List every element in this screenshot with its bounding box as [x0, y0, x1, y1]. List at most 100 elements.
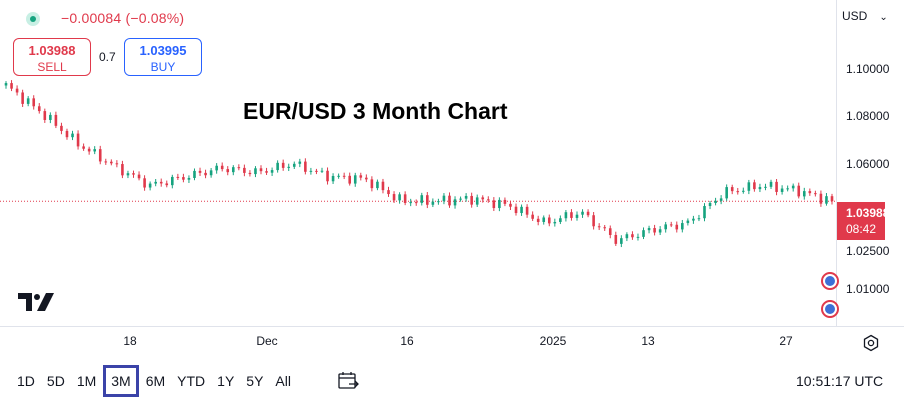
candle-body — [104, 161, 108, 163]
candle-body — [304, 161, 307, 172]
candle-body — [675, 224, 679, 230]
price-chart[interactable] — [0, 0, 836, 326]
candle-body — [653, 228, 656, 233]
candle-body — [442, 195, 446, 202]
price-tick: 1.01000 — [846, 282, 890, 296]
candle-body — [132, 173, 135, 175]
gear-icon[interactable] — [862, 334, 880, 352]
candle-body — [753, 182, 756, 190]
candle-body — [326, 170, 329, 182]
candle-body — [76, 133, 80, 147]
candle-body — [43, 111, 47, 120]
candle-body — [658, 229, 662, 233]
candle-body — [309, 170, 313, 172]
candle-body — [403, 194, 407, 203]
candle-body — [226, 169, 230, 173]
candle-body — [243, 167, 246, 173]
economic-event-flag-icon[interactable] — [821, 272, 839, 290]
bar-countdown: 08:42 — [846, 222, 877, 236]
candle-body — [93, 149, 96, 152]
candle-body — [498, 199, 501, 209]
buy-price: 1.03995 — [139, 43, 187, 58]
time-tick: 18 — [123, 334, 137, 348]
candle-body — [259, 168, 263, 172]
candle-body — [769, 181, 773, 187]
calendar-range-icon[interactable] — [337, 370, 359, 392]
sell-button[interactable]: 1.03988 SELL — [13, 38, 91, 76]
candle-body — [614, 234, 618, 244]
candle-body — [409, 202, 412, 204]
range-ytd-button[interactable]: YTD — [177, 373, 206, 389]
price-tick: 1.08000 — [846, 109, 890, 123]
candle-body — [814, 193, 817, 195]
candle-body — [392, 194, 396, 201]
candle-body — [681, 223, 684, 230]
range-all-button[interactable]: All — [275, 373, 291, 389]
candle-body — [54, 114, 58, 126]
economic-event-flag-icon[interactable] — [821, 300, 839, 318]
chevron-down-icon: ⌄ — [879, 12, 888, 23]
candle-body — [137, 174, 141, 179]
range-1m-button[interactable]: 1M — [76, 373, 97, 389]
range-1y-button[interactable]: 1Y — [217, 373, 235, 389]
candle-body — [298, 161, 302, 164]
candle-body — [797, 185, 801, 197]
time-axis-divider — [0, 326, 904, 327]
candle-body — [32, 98, 36, 107]
candle-body — [376, 181, 379, 189]
candle-body — [126, 173, 130, 176]
candle-body — [15, 88, 19, 93]
range-5y-button[interactable]: 5Y — [246, 373, 264, 389]
sell-price: 1.03988 — [28, 43, 76, 58]
candle-body — [780, 188, 784, 192]
candle-body — [320, 170, 324, 172]
candle-body — [597, 226, 601, 228]
candle-body — [542, 217, 546, 222]
candle-body — [536, 218, 540, 222]
candle-body — [270, 170, 274, 173]
candle-body — [647, 228, 651, 231]
candle-body — [775, 181, 778, 192]
utc-clock: 10:51:17 UTC — [796, 373, 884, 389]
candle-body — [714, 200, 717, 204]
candle-body — [509, 203, 512, 207]
range-3m-button[interactable]: 3M — [103, 365, 139, 397]
buy-button[interactable]: 1.03995 BUY — [124, 38, 202, 76]
candle-body — [742, 190, 745, 192]
range-1d-button[interactable]: 1D — [17, 373, 35, 389]
currency-select[interactable]: USD ⌄ — [842, 9, 888, 23]
candle-body — [559, 218, 562, 222]
candle-body — [620, 238, 623, 244]
price-change: −0.00084 (−0.08%) — [61, 10, 185, 26]
buy-label: BUY — [150, 60, 176, 74]
candle-body — [187, 177, 191, 180]
candle-body — [359, 175, 363, 178]
candle-body — [71, 133, 74, 138]
candle-body — [4, 83, 8, 86]
candle-body — [182, 177, 185, 180]
candle-body — [459, 198, 462, 200]
time-tick: 16 — [400, 334, 414, 348]
candle-body — [231, 167, 235, 173]
candle-body — [758, 187, 762, 190]
time-tick: 2025 — [539, 334, 567, 348]
candle-body — [426, 195, 429, 205]
range-6m-button[interactable]: 6M — [145, 373, 166, 389]
candle-body — [486, 199, 490, 201]
candle-body — [608, 228, 612, 235]
candle-body — [287, 166, 291, 168]
candle-body — [165, 183, 169, 186]
candle-body — [265, 171, 268, 173]
spread-value: 0.7 — [99, 50, 116, 64]
candle-body — [719, 198, 723, 201]
range-5d-button[interactable]: 5D — [46, 373, 65, 389]
candle-body — [453, 199, 457, 206]
candle-body — [830, 196, 834, 202]
candle-body — [159, 181, 163, 184]
candle-body — [437, 201, 440, 203]
candle-body — [337, 175, 340, 177]
candle-body — [786, 188, 789, 190]
candle-body — [237, 167, 241, 169]
candle-body — [110, 161, 113, 164]
